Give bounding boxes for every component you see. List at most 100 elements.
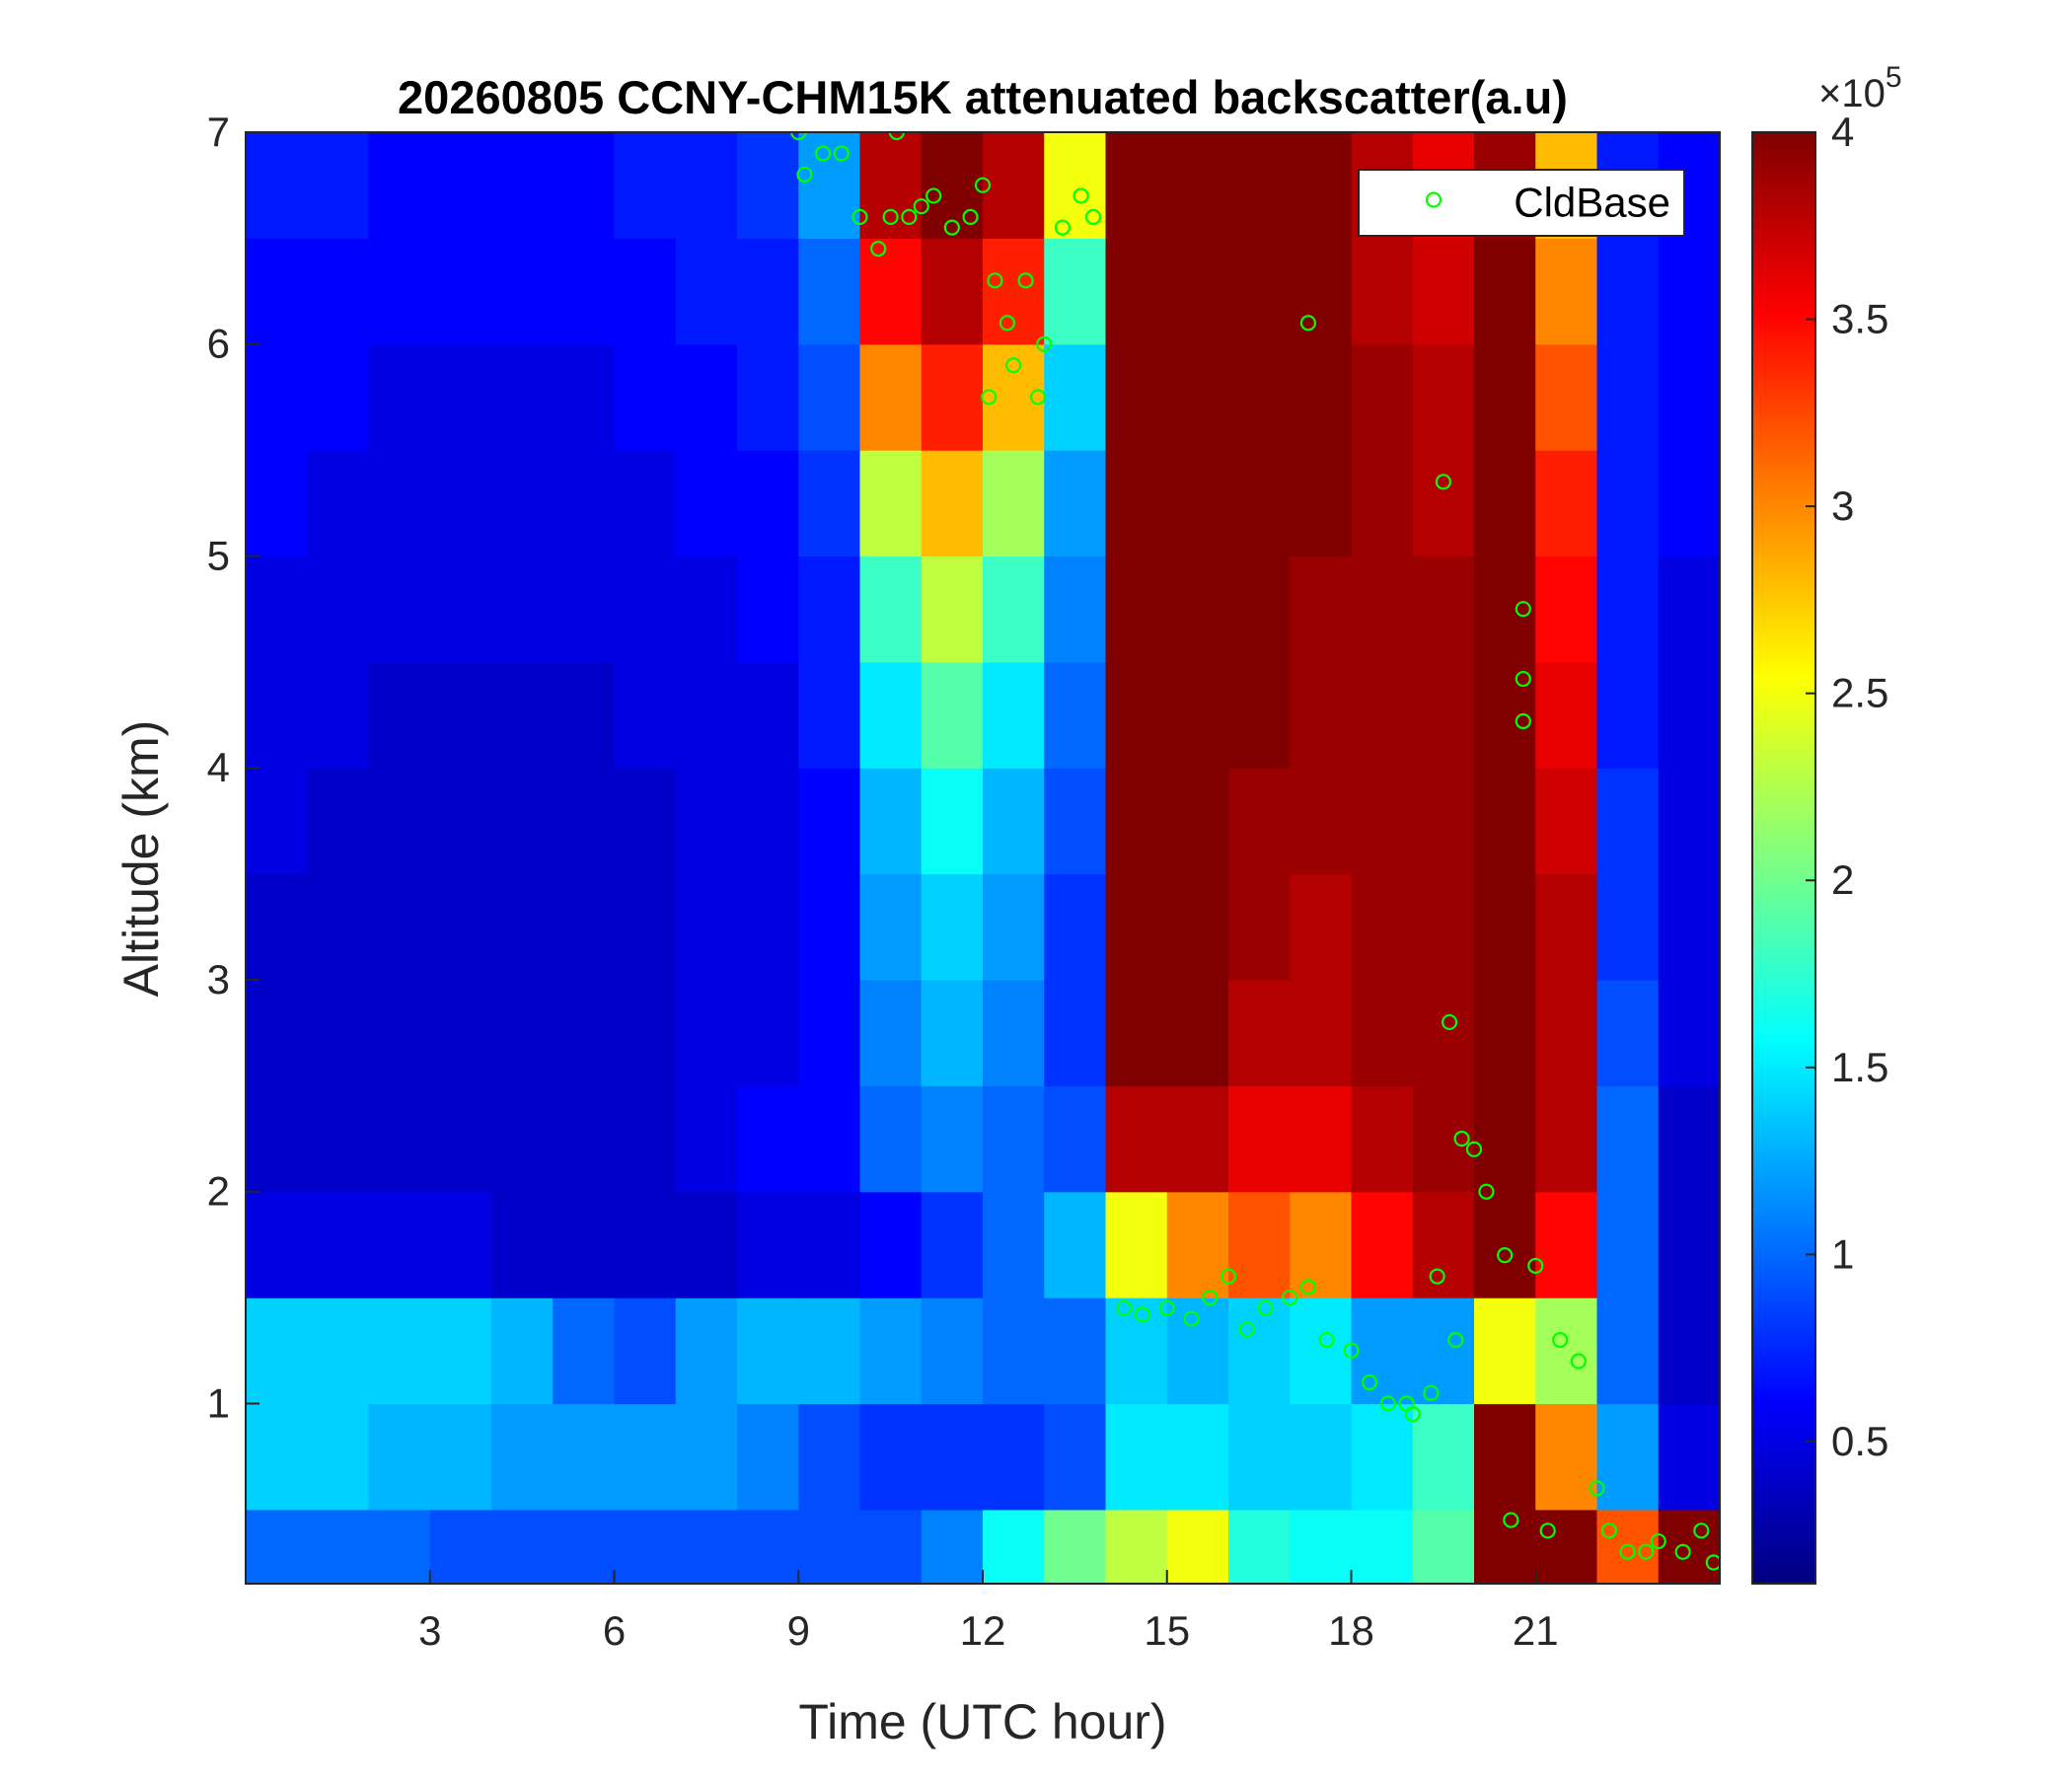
heatmap-cell	[798, 1298, 861, 1405]
heatmap-cell	[429, 1403, 492, 1511]
heatmap-cell	[307, 768, 370, 875]
heatmap-cell	[1535, 1298, 1598, 1405]
heatmap-cell	[1351, 1085, 1414, 1193]
heatmap-cell	[859, 450, 923, 557]
heatmap-cell	[921, 1085, 984, 1193]
cloud-base-point	[925, 187, 942, 204]
heatmap-cell	[1351, 1298, 1414, 1405]
cloud-base-point	[1299, 315, 1317, 332]
heatmap-cell	[429, 768, 492, 875]
heatmap-cell	[737, 1403, 799, 1511]
heatmap-cell	[1290, 238, 1353, 345]
y-tick-label: 6	[207, 321, 230, 367]
heatmap-cell	[1596, 556, 1660, 663]
heatmap-cell	[368, 556, 431, 663]
cloud-base-point	[999, 315, 1016, 332]
heatmap-cell	[1596, 1191, 1660, 1299]
heatmap-cell	[1535, 873, 1598, 981]
heatmap-cell	[1290, 1298, 1353, 1405]
heatmap-cell	[1166, 450, 1229, 557]
heatmap-cell	[1166, 1191, 1229, 1299]
heatmap-cell	[859, 343, 923, 451]
heatmap-cell	[1351, 450, 1414, 557]
heatmap-cell	[1474, 1298, 1536, 1405]
heatmap-cell	[1596, 1085, 1660, 1193]
cloud-base-point	[870, 241, 887, 258]
heatmap-cell	[307, 1403, 370, 1511]
heatmap-cell	[1228, 979, 1291, 1086]
heatmap-cell	[1166, 873, 1229, 981]
heatmap-cell	[1228, 132, 1291, 239]
heatmap-cell	[491, 132, 554, 239]
heatmap-cell	[614, 556, 677, 663]
heatmap-cell	[798, 1085, 861, 1193]
heatmap-cell	[614, 1191, 677, 1299]
heatmap-cell	[921, 979, 984, 1086]
heatmap-cell	[246, 1403, 308, 1511]
heatmap-cell	[1596, 661, 1660, 769]
heatmap-cell	[983, 238, 1045, 345]
heatmap-cell	[1596, 1403, 1660, 1511]
cloud-base-point	[987, 272, 1003, 289]
heatmap-cell	[798, 1403, 861, 1511]
heatmap-cell	[491, 1509, 554, 1584]
heatmap-cell	[1596, 1298, 1660, 1405]
heatmap-cell	[307, 661, 370, 769]
heatmap-cell	[491, 1403, 554, 1511]
cloud-base-point	[1478, 1183, 1495, 1200]
heatmap-cell	[1658, 556, 1720, 663]
heatmap-cell	[429, 450, 492, 557]
heatmap-cell	[1351, 1403, 1414, 1511]
heatmap-cell	[1535, 768, 1598, 875]
x-tick-label: 12	[960, 1607, 1006, 1654]
x-tick-label: 21	[1513, 1607, 1559, 1654]
cloud-base-point	[1183, 1310, 1200, 1327]
heatmap-cell	[859, 556, 923, 663]
heatmap-cell	[368, 343, 431, 451]
heatmap-cell	[1412, 1298, 1475, 1405]
cloud-base-point	[796, 166, 813, 184]
y-tick-label: 2	[207, 1168, 230, 1215]
heatmap-cell	[1474, 873, 1536, 981]
heatmap-cell	[798, 768, 861, 875]
heatmap-cell	[491, 450, 554, 557]
heatmap-cell	[491, 979, 554, 1086]
heatmap-cell	[859, 238, 923, 345]
heatmap-cell	[368, 1191, 431, 1299]
heatmap-cell	[798, 661, 861, 769]
heatmap-cell	[491, 661, 554, 769]
heatmap-cell	[737, 873, 799, 981]
heatmap-cell	[737, 661, 799, 769]
heatmap-cell	[798, 1191, 861, 1299]
heatmap-cell	[246, 556, 308, 663]
heatmap-cell	[553, 132, 616, 239]
heatmap-cell	[1044, 979, 1107, 1086]
heatmap-cell	[246, 661, 308, 769]
heatmap-cell	[737, 1298, 799, 1405]
heatmap-cell	[859, 768, 923, 875]
heatmap-cell	[1166, 132, 1229, 239]
cloud-base-point	[1202, 1289, 1219, 1306]
heatmap-cell	[1044, 873, 1107, 981]
heatmap-cell	[1290, 873, 1353, 981]
heatmap-cell	[1474, 343, 1536, 451]
heatmap-cell	[368, 1509, 431, 1584]
heatmap-cell	[1105, 556, 1168, 663]
multiplier-base: ×10	[1818, 72, 1886, 115]
heatmap-cell	[614, 1085, 677, 1193]
cloud-base-point	[1036, 335, 1053, 352]
heatmap-cell	[798, 450, 861, 557]
heatmap-cell	[1105, 768, 1168, 875]
heatmap-cell	[368, 1085, 431, 1193]
x-tick-label: 18	[1328, 1607, 1374, 1654]
cloud-base-point	[1515, 712, 1531, 730]
heatmap-cell	[1658, 661, 1720, 769]
cloud-base-point	[1073, 187, 1089, 204]
heatmap-cell	[921, 1191, 984, 1299]
heatmap-cell	[737, 343, 799, 451]
heatmap-cell	[921, 1509, 984, 1584]
heatmap-cell	[675, 343, 738, 451]
heatmap-cell	[368, 873, 431, 981]
